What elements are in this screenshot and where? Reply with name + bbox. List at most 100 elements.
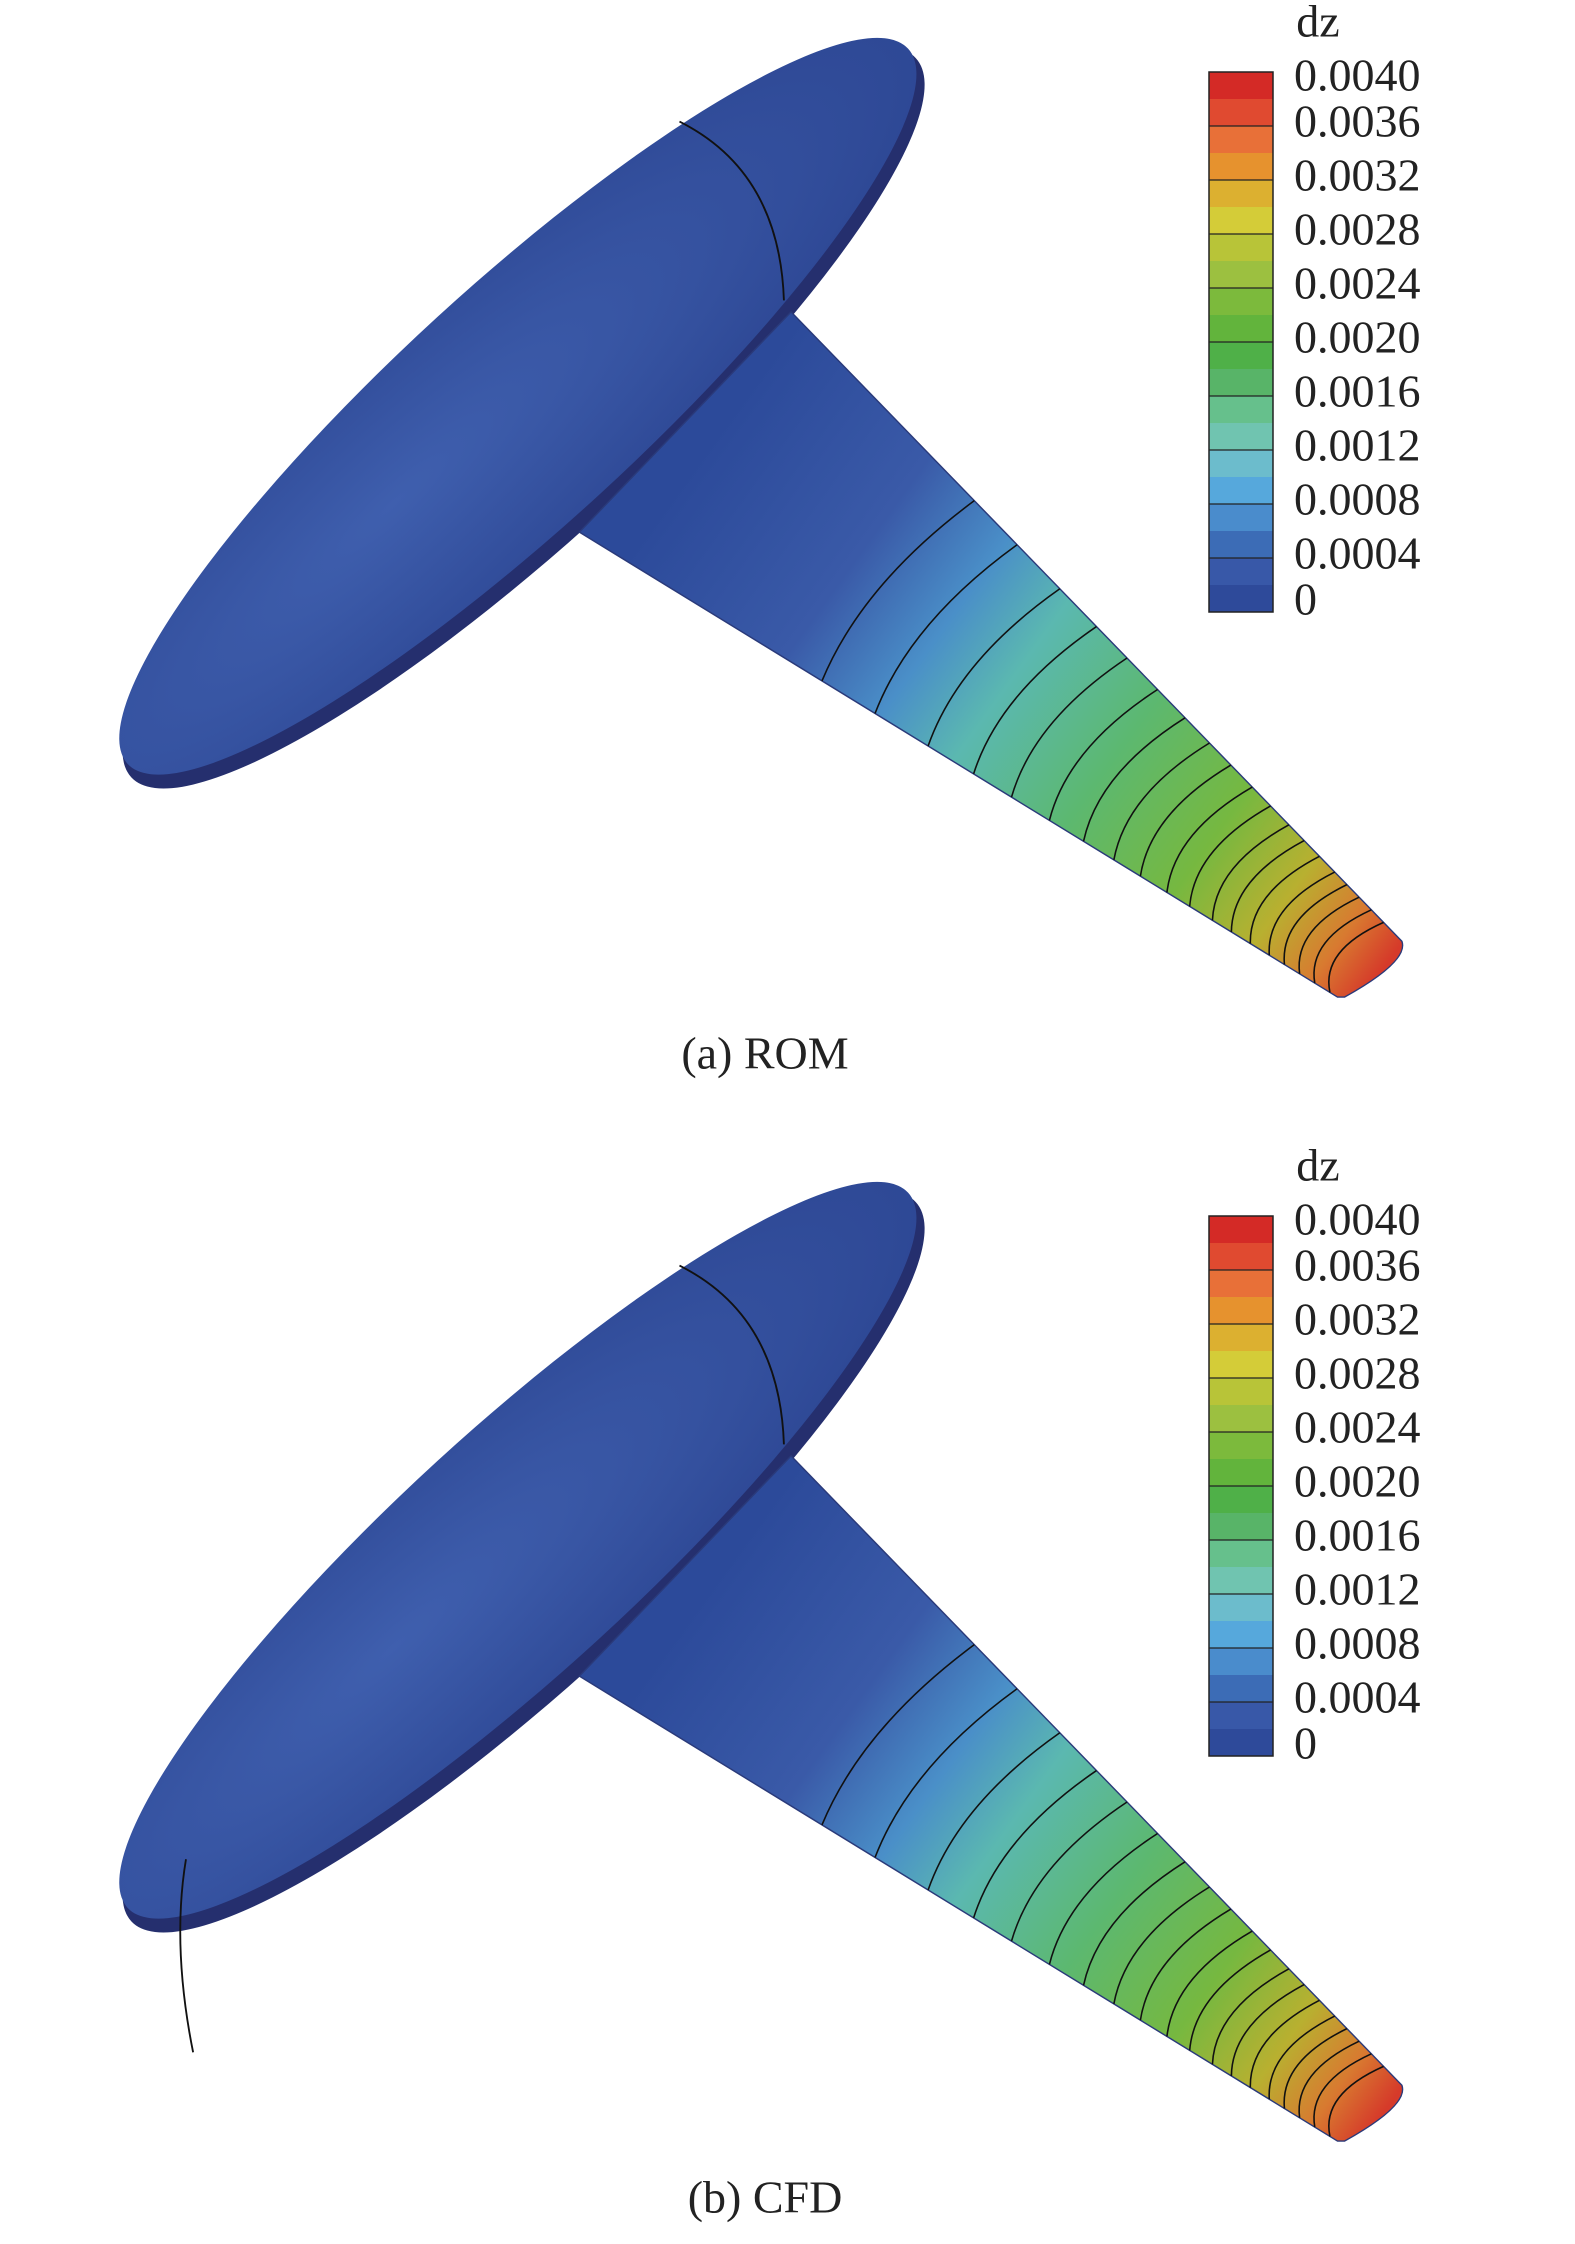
contour-line — [1313, 2053, 1372, 2128]
contour-line — [927, 588, 1061, 747]
colorbar-band — [1209, 396, 1273, 424]
contour-line — [1010, 657, 1128, 798]
canopy-line — [679, 120, 785, 301]
colorbar-title: dz — [1296, 1140, 1339, 1191]
contour-line — [1166, 786, 1253, 893]
colorbar-band — [1209, 1702, 1273, 1730]
colorbar-label: 0.0032 — [1294, 1294, 1421, 1345]
colorbar-label: 0.0016 — [1294, 366, 1421, 417]
colorbar-band — [1209, 504, 1273, 532]
contour-line — [874, 1688, 1018, 1858]
colorbar-band — [1209, 1432, 1273, 1460]
colorbar-band — [1209, 1675, 1273, 1703]
colorbar-band — [1209, 450, 1273, 478]
contour-line — [1298, 2040, 1360, 2118]
colorbar-band — [1209, 1621, 1273, 1649]
contour-line — [972, 1769, 1097, 1919]
contour-line — [1166, 1930, 1253, 2037]
colorbar-band — [1209, 585, 1273, 613]
colorbar-label: 0 — [1294, 574, 1317, 625]
contour-line — [874, 544, 1018, 714]
fuselage — [119, 1181, 917, 1919]
colorbar-label: 0.0020 — [1294, 1456, 1421, 1507]
wing — [578, 310, 1404, 998]
contour-line — [1139, 1908, 1232, 2021]
contour-line — [1188, 1949, 1271, 2051]
colorbar-band — [1209, 1648, 1273, 1676]
colorbar-band — [1209, 1405, 1273, 1433]
colorbar-label: 0.0016 — [1294, 1510, 1421, 1561]
colorbar-band — [1209, 261, 1273, 289]
colorbar-band — [1209, 153, 1273, 181]
colorbar-band — [1209, 315, 1273, 343]
colorbar-band — [1209, 234, 1273, 262]
contour-line — [1113, 1886, 1210, 2005]
colorbar-label: 0.0036 — [1294, 96, 1421, 147]
colorbar-label: 0.0040 — [1294, 50, 1421, 101]
wing — [578, 1454, 1404, 2142]
contour-line — [972, 625, 1097, 775]
colorbar-label: 0.0024 — [1294, 258, 1421, 309]
colorbar-label: 0.0012 — [1294, 1564, 1421, 1615]
contour-line — [1328, 2065, 1384, 2137]
contour-line — [1249, 1999, 1320, 2088]
colorbar-label: 0.0004 — [1294, 1672, 1421, 1723]
contour-line — [1268, 2015, 1336, 2100]
contour-line — [1249, 855, 1320, 944]
colorbar-band — [1209, 126, 1273, 154]
colorbar-band — [1209, 1594, 1273, 1622]
fuselage — [119, 37, 917, 775]
colorbar-band — [1209, 1351, 1273, 1379]
panel — [119, 37, 1404, 998]
colorbar-label: 0.0012 — [1294, 420, 1421, 471]
contour-line — [1230, 839, 1305, 932]
colorbar-label: 0 — [1294, 1718, 1317, 1769]
colorbar-band — [1209, 99, 1273, 127]
contour-line — [1268, 871, 1336, 956]
colorbar-band — [1209, 1513, 1273, 1541]
contour-line — [1283, 883, 1348, 965]
colorbar-band — [1209, 288, 1273, 316]
colorbar-label: 0.0020 — [1294, 312, 1421, 363]
colorbar-band — [1209, 369, 1273, 397]
contour-line — [1188, 805, 1271, 907]
colorbar-band — [1209, 1567, 1273, 1595]
contour-line — [1283, 2027, 1348, 2109]
panel — [119, 1181, 1404, 2142]
contour-line — [1298, 896, 1360, 974]
colorbar-band — [1209, 477, 1273, 505]
colorbar-band — [1209, 558, 1273, 586]
colorbar-band — [1209, 1459, 1273, 1487]
nose-line — [179, 1859, 195, 2053]
colorbar-label: 0.0028 — [1294, 1348, 1421, 1399]
caption: (b) CFD — [688, 2172, 843, 2223]
colorbar-band — [1209, 531, 1273, 559]
colorbar-band — [1209, 1378, 1273, 1406]
colorbar-band — [1209, 1297, 1273, 1325]
colorbar-label: 0.0036 — [1294, 1240, 1421, 1291]
contour-line — [1211, 1968, 1290, 2065]
contour-line — [1139, 764, 1232, 877]
colorbar-band — [1209, 423, 1273, 451]
colorbar-band — [1209, 1540, 1273, 1568]
colorbar-band — [1209, 180, 1273, 208]
colorbar-label: 0.0040 — [1294, 1194, 1421, 1245]
caption: (a) ROM — [681, 1028, 848, 1079]
colorbar-label: 0.0024 — [1294, 1402, 1421, 1453]
contour-line — [1211, 824, 1290, 921]
aircraft — [119, 37, 1404, 998]
contour-line — [1048, 1832, 1158, 1965]
colorbar-band — [1209, 1270, 1273, 1298]
colorbar-band — [1209, 1486, 1273, 1514]
colorbar-band — [1209, 1243, 1273, 1271]
contour-line — [1328, 921, 1384, 993]
contour-line — [927, 1732, 1061, 1891]
colorbar-label: 0.0004 — [1294, 528, 1421, 579]
colorbar-band — [1209, 1729, 1273, 1757]
contour-line — [1048, 688, 1158, 821]
colorbar-label: 0.0032 — [1294, 150, 1421, 201]
colorbar-label: 0.0008 — [1294, 1618, 1421, 1669]
colorbar-band — [1209, 1324, 1273, 1352]
aircraft — [119, 1181, 1404, 2142]
